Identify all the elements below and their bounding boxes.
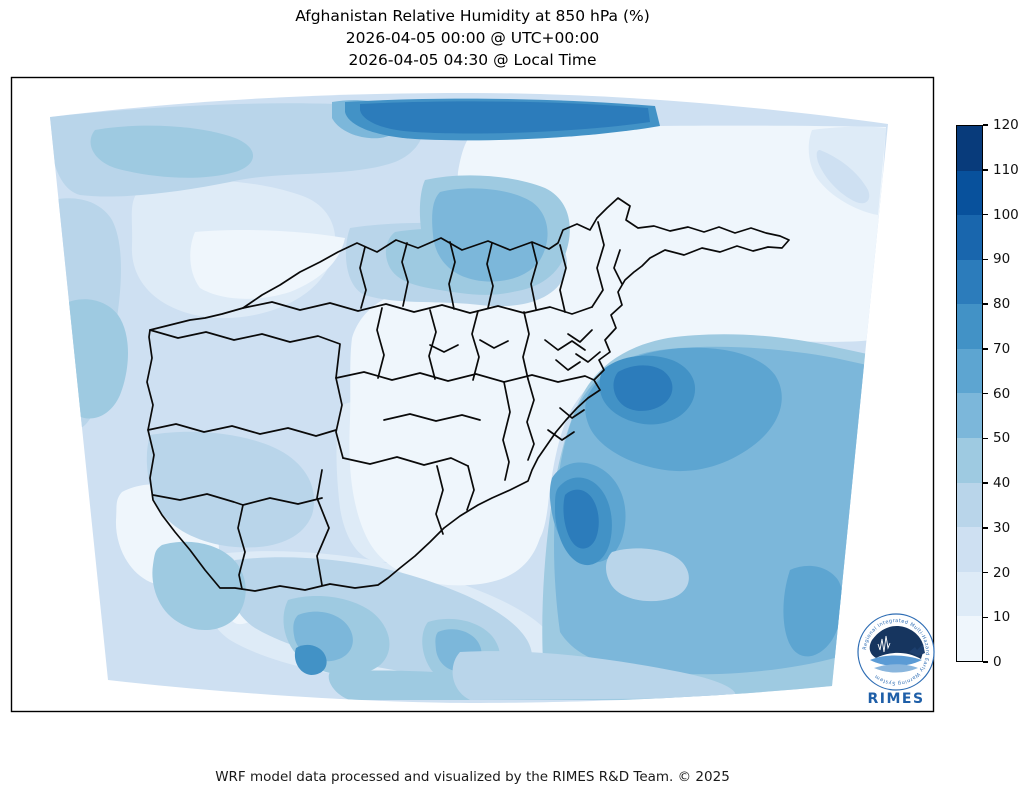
colorbar-cell [957, 438, 982, 483]
colorbar-tick [983, 617, 988, 619]
colorbar-tick-label: 100 [993, 207, 1019, 223]
colorbar-tick [983, 348, 988, 350]
colorbar-cell [957, 527, 982, 572]
colorbar-tick-label: 80 [993, 296, 1010, 312]
colorbar-tick-label: 30 [993, 520, 1010, 536]
colorbar-cell [957, 483, 982, 528]
colorbar-cell [957, 393, 982, 438]
colorbar-tick [983, 438, 988, 440]
colorbar-tick [983, 661, 988, 663]
colorbar-tick [983, 303, 988, 305]
colorbar-tick [983, 124, 988, 126]
colorbar-tick-label: 0 [993, 654, 1002, 670]
contour-region [432, 188, 547, 281]
colorbar-tick-label: 50 [993, 430, 1010, 446]
colorbar-cell [957, 616, 982, 661]
colorbar-tick [983, 259, 988, 261]
colorbar-tick [983, 482, 988, 484]
colorbar-tick-label: 10 [993, 609, 1010, 625]
contour-field [40, 85, 900, 715]
colorbar [956, 125, 983, 662]
colorbar-tick [983, 393, 988, 395]
colorbar-tick [983, 527, 988, 529]
colorbar-cell [957, 304, 982, 349]
colorbar-tick-label: 20 [993, 565, 1010, 581]
colorbar-cell [957, 572, 982, 617]
colorbar-tick [983, 169, 988, 171]
humidity-contour-map: Regional Integrated Multi-Hazard Early W… [0, 0, 1030, 799]
footer-credit: WRF model data processed and visualized … [11, 769, 934, 785]
colorbar-cell [957, 126, 982, 171]
colorbar-cell [957, 349, 982, 394]
colorbar-tick-label: 60 [993, 386, 1010, 402]
colorbar-tick [983, 572, 988, 574]
weather-map-figure: Afghanistan Relative Humidity at 850 hPa… [0, 0, 1030, 799]
rimes-logo-wordmark: RIMES [867, 691, 924, 707]
colorbar-tick-label: 70 [993, 341, 1010, 357]
colorbar-tick-label: 120 [993, 117, 1019, 133]
colorbar-tick [983, 214, 988, 216]
colorbar-tick-label: 110 [993, 162, 1019, 178]
colorbar-cell [957, 171, 982, 216]
rimes-logo: Regional Integrated Multi-Hazard Early W… [858, 614, 934, 707]
colorbar-tick-label: 40 [993, 475, 1010, 491]
colorbar-cell [957, 215, 982, 260]
colorbar-cell [957, 260, 982, 305]
colorbar-tick-label: 90 [993, 251, 1010, 267]
